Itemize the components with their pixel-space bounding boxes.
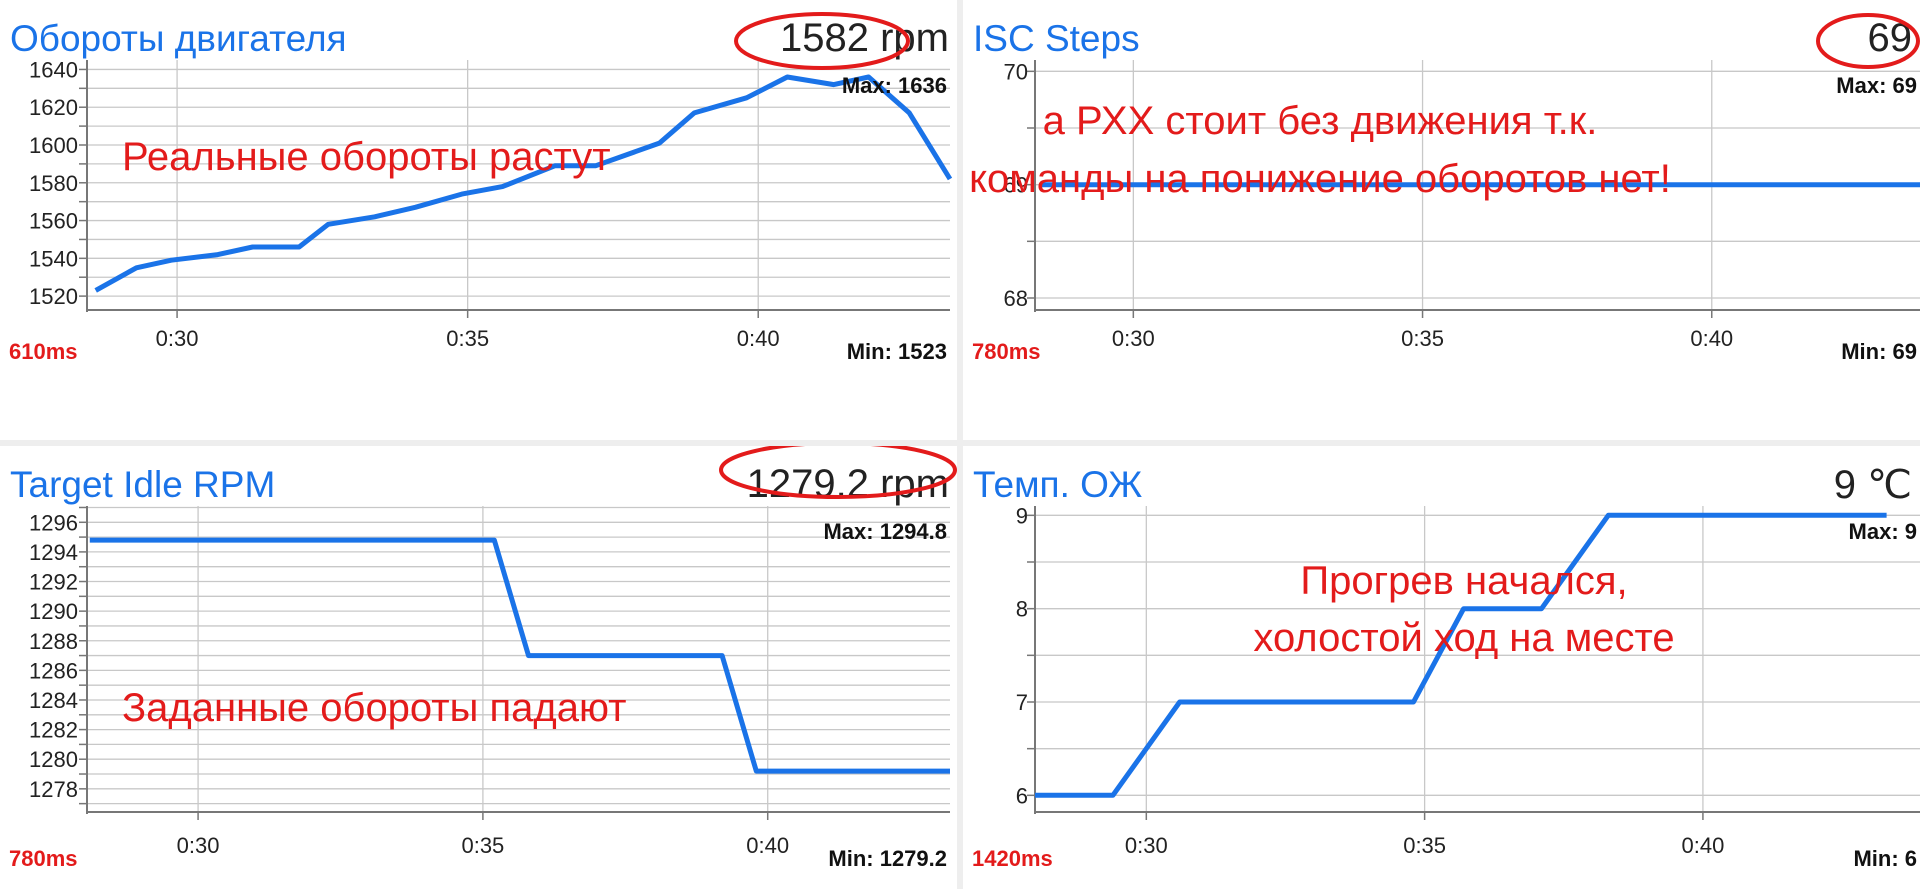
x-tick-label: 0:30	[177, 833, 220, 858]
y-tick-label: 70	[1004, 59, 1028, 84]
chart-title: Темп. ОЖ	[973, 464, 1143, 505]
current-value-readout: 1582 rpm	[780, 16, 949, 60]
annotation-text: Заданные обороты падают	[122, 686, 626, 730]
x-tick-label: 0:35	[1401, 326, 1444, 351]
y-tick-label: 1600	[29, 133, 78, 158]
x-tick-label: 0:30	[1112, 326, 1155, 351]
chart-panel-coolant-temp[interactable]: Темп. ОЖ 9 ℃ 0:30 0:35 0:40 6 7 8 9 Max: 9 Min: …	[963, 446, 1920, 889]
min-label: Min: 6	[1853, 846, 1917, 871]
y-tick-label: 1292	[29, 570, 78, 595]
y-tick-label: 7	[1016, 690, 1028, 715]
chart-title: Target Idle RPM	[10, 464, 276, 505]
x-tick-label: 0:30	[1125, 833, 1168, 858]
y-tick-label: 1540	[29, 246, 78, 271]
y-tick-label: 6	[1016, 783, 1028, 808]
min-label: Min: 1279.2	[828, 846, 947, 871]
series-line	[89, 537, 950, 774]
x-tick-label: 0:30	[156, 326, 199, 351]
chart-panel-isc-steps[interactable]: ISC Steps 69 0:30 0:35 0:40 68 69 70 Max: 69 Mi…	[963, 0, 1920, 440]
y-tick-label: 1288	[29, 629, 78, 654]
interval-label: 610ms	[9, 339, 78, 364]
y-tick-label: 1640	[29, 57, 78, 82]
highlight-oval	[734, 12, 910, 70]
x-tick-label: 0:40	[1682, 833, 1725, 858]
current-value-readout: 9 ℃	[1833, 463, 1912, 507]
y-tick-label: 1278	[29, 777, 78, 802]
x-tick-label: 0:35	[461, 833, 504, 858]
interval-label: 780ms	[972, 339, 1041, 364]
y-tick-label: 1290	[29, 599, 78, 624]
y-tick-label: 1296	[29, 510, 78, 535]
chart-panel-engine-rpm[interactable]: Обороты двигателя 1582 rpm 0:30 0:35 0:40 1…	[0, 0, 957, 440]
chart-title: ISC Steps	[973, 18, 1140, 59]
y-tick-label: 1286	[29, 658, 78, 683]
series-line	[94, 74, 953, 293]
interval-label: 1420ms	[972, 846, 1053, 871]
max-label: Max: 9	[1849, 519, 1917, 544]
chart-plot: 0:30 0:35 0:40 1278 1280 1282 1284 1286 1288 1290…	[9, 446, 957, 871]
y-tick-label: 1520	[29, 284, 78, 309]
max-label: Max: 1294.8	[823, 519, 947, 544]
y-tick-label: 1560	[29, 209, 78, 234]
y-tick-label: 1580	[29, 171, 78, 196]
y-tick-label: 1294	[29, 540, 78, 565]
annotation-text: холостой ход на месте	[1253, 616, 1674, 660]
x-tick-label: 0:35	[1403, 833, 1446, 858]
x-tick-label: 0:35	[446, 326, 489, 351]
chart-title: Обороты двигателя	[10, 18, 347, 59]
interval-label: 780ms	[9, 846, 78, 871]
max-label: Max: 69	[1836, 73, 1917, 98]
annotation-text: а РХХ стоит без движения т.к.	[1043, 99, 1598, 143]
annotation-text: Реальные обороты растут	[122, 135, 611, 179]
chart-plot: 0:30 0:35 0:40 1520 1540 1560 1580 1600 1620 1640…	[9, 12, 953, 364]
max-label: Max: 1636	[842, 73, 947, 98]
y-tick-label: 8	[1016, 597, 1028, 622]
min-label: Min: 69	[1841, 339, 1917, 364]
min-label: Min: 1523	[847, 339, 947, 364]
y-tick-label: 1620	[29, 95, 78, 120]
y-tick-label: 1284	[29, 688, 78, 713]
x-tick-label: 0:40	[746, 833, 789, 858]
panel-divider-vertical	[957, 0, 963, 889]
y-tick-label: 1280	[29, 747, 78, 772]
annotation-text: команды на понижение оборотов нет!	[969, 157, 1671, 201]
annotation-text: Прогрев начался,	[1300, 559, 1627, 603]
highlight-oval	[1816, 13, 1920, 69]
x-tick-label: 0:40	[737, 326, 780, 351]
chart-plot: 0:30 0:35 0:40 6 7 8 9 Max: 9 Min: 6 1420ms Прогре…	[972, 503, 1920, 871]
y-tick-label: 68	[1004, 286, 1028, 311]
chart-plot: 0:30 0:35 0:40 68 69 70 Max: 69 Min: 69 780ms а Р…	[969, 13, 1920, 364]
chart-panel-target-idle-rpm[interactable]: Target Idle RPM 1279.2 rpm 0:30 0:35 0:40 1…	[0, 446, 957, 889]
y-tick-label: 69	[1004, 173, 1028, 198]
y-tick-label: 1282	[29, 718, 78, 743]
highlight-oval	[719, 446, 957, 499]
x-tick-label: 0:40	[1690, 326, 1733, 351]
series-line	[1035, 512, 1887, 798]
y-tick-label: 9	[1016, 503, 1028, 528]
